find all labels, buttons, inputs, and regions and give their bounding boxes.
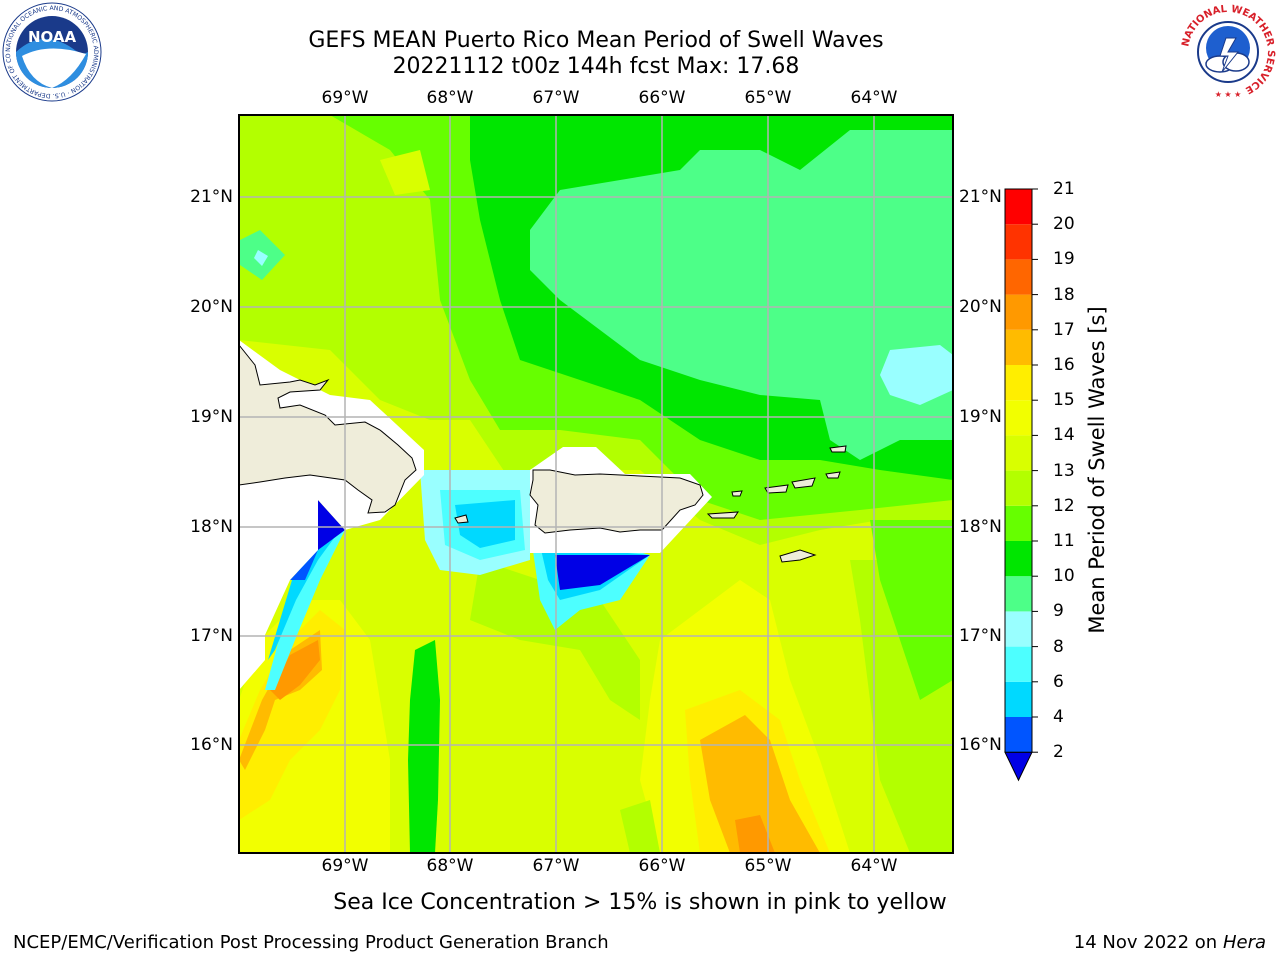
colorbar-title: Mean Period of Swell Waves [s]	[1085, 306, 1109, 634]
colorbar-segment	[1005, 576, 1032, 612]
run-info: 14 Nov 2022 on Hera	[1074, 932, 1266, 953]
colorbar-tick-label: 11	[1053, 531, 1075, 551]
colorbar-tick-label: 15	[1053, 390, 1075, 411]
lon-label-bottom: 64°W	[850, 856, 898, 876]
colorbar-tick-label: 18	[1053, 284, 1075, 305]
colorbar-tick-label: 8	[1053, 636, 1064, 657]
colorbar-segment	[1005, 611, 1032, 647]
colorbar-tick-label: 20	[1053, 214, 1075, 235]
lat-label-right: 20°N	[959, 297, 1002, 317]
lon-label-bottom: 65°W	[744, 856, 792, 876]
sea-ice-note: Sea Ice Concentration > 15% is shown in …	[333, 890, 947, 915]
colorbar-segment	[1005, 224, 1032, 260]
lat-label-left: 21°N	[190, 187, 233, 207]
colorbar-segment	[1005, 400, 1032, 436]
colorbar-extend-triangle	[1004, 751, 1033, 782]
lon-label-top: 65°W	[744, 88, 792, 108]
nws-logo: NATIONAL WEATHER SERVICE ★ ★ ★	[1179, 3, 1277, 101]
colorbar-segment	[1005, 646, 1032, 682]
lon-label-top: 66°W	[638, 88, 686, 108]
chart-title: GEFS MEAN Puerto Rico Mean Period of Swe…	[308, 28, 884, 53]
svg-text:NOAA: NOAA	[28, 28, 77, 46]
colorbar-segment	[1005, 294, 1032, 330]
lon-label-bottom: 67°W	[532, 856, 580, 876]
colorbar-segment	[1005, 435, 1032, 471]
lon-label-top: 64°W	[850, 88, 898, 108]
colorbar-segment	[1005, 505, 1032, 541]
colorbar-tick-label: 4	[1053, 707, 1064, 727]
lat-label-right: 18°N	[959, 517, 1002, 537]
colorbar-tick-label: 19	[1053, 249, 1075, 270]
colorbar-segment	[1005, 541, 1032, 577]
colorbar-tick-label: 9	[1053, 601, 1064, 622]
colorbar-tick-label: 14	[1053, 425, 1075, 446]
colorbar-segment	[1005, 717, 1032, 753]
colorbar-tick-label: 2	[1053, 742, 1064, 763]
lat-label-right: 16°N	[959, 735, 1002, 755]
lat-label-left: 19°N	[190, 407, 233, 427]
map-frame	[238, 114, 954, 854]
colorbar-tick-label: 16	[1053, 355, 1075, 375]
colorbar-tick-label: 6	[1053, 671, 1064, 692]
colorbar-segment	[1005, 470, 1032, 506]
lon-label-top: 67°W	[532, 88, 580, 108]
colorbar-segment	[1005, 189, 1032, 225]
lon-label-bottom: 69°W	[321, 856, 369, 876]
run-date: 14 Nov 2022 on	[1073, 932, 1218, 953]
noaa-logo: NATIONAL OCEANIC AND ATMOSPHERIC ADMINIS…	[2, 2, 102, 102]
colorbar-tick-label: 17	[1053, 319, 1075, 340]
lat-label-left: 20°N	[190, 297, 233, 317]
lon-label-bottom: 66°W	[638, 856, 686, 876]
lon-label-bottom: 68°W	[426, 856, 474, 876]
colorbar-tick-label: 13	[1053, 460, 1075, 481]
lat-label-right: 19°N	[959, 407, 1002, 427]
chart-subtitle: 20221112 t00z 144h fcst Max: 17.68	[392, 54, 800, 79]
lat-label-right: 17°N	[959, 626, 1002, 646]
colorbar-segment	[1005, 681, 1032, 717]
colorbar-tick-label: 12	[1053, 495, 1075, 516]
colorbar	[1004, 188, 1038, 782]
map-gridlines	[239, 115, 953, 853]
lat-label-left: 16°N	[190, 735, 233, 755]
colorbar-tick-label: 10	[1053, 566, 1075, 587]
colorbar-tick-label: 21	[1053, 179, 1075, 199]
credit-text: NCEP/EMC/Verification Post Processing Pr…	[13, 932, 609, 953]
lat-label-right: 21°N	[959, 187, 1002, 207]
lat-label-left: 18°N	[190, 517, 233, 537]
swell-period-field	[239, 115, 953, 853]
lat-label-left: 17°N	[190, 626, 233, 646]
colorbar-segment	[1005, 329, 1032, 365]
colorbar-segment	[1005, 365, 1032, 401]
svg-text:★ ★ ★: ★ ★ ★	[1215, 90, 1242, 99]
colorbar-segment	[1005, 259, 1032, 295]
machine-name: Hera	[1222, 932, 1266, 953]
lon-label-top: 69°W	[321, 88, 369, 108]
lon-label-top: 68°W	[426, 88, 474, 108]
